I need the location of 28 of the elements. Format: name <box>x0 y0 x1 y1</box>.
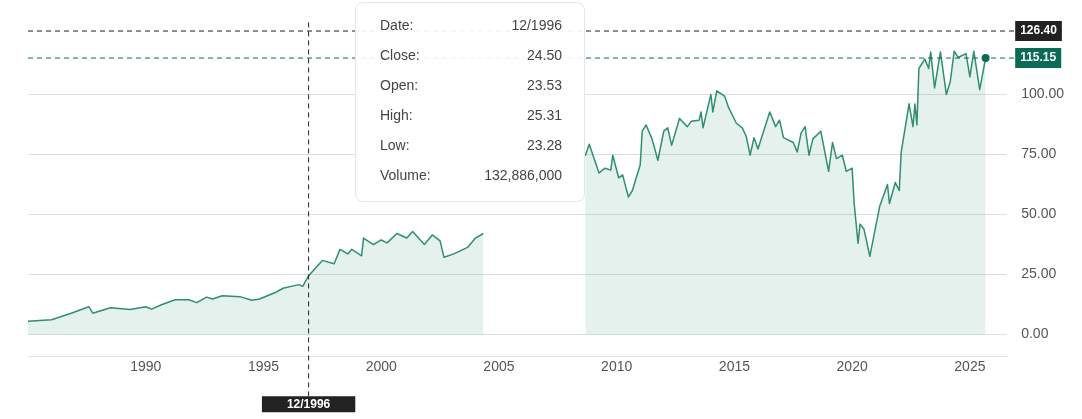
annotation: 12/1996 <box>510 17 562 33</box>
y-tick-label: 50.00 <box>1021 205 1057 222</box>
x-tick-label: 2000 <box>365 358 397 375</box>
x-tick-label: 2020 <box>836 358 868 375</box>
x-tick-label: 1990 <box>130 358 162 375</box>
y-tick-label: 75.00 <box>1021 145 1057 162</box>
x-tick-label: 2015 <box>718 358 751 375</box>
ref-line-label: 126.40 <box>1020 23 1058 38</box>
ref-line-label: 115.15 <box>1020 50 1057 65</box>
annotation: Date: <box>380 17 415 33</box>
annotation: Low: <box>380 137 411 153</box>
ref-line-label: 12/1996 <box>286 396 331 411</box>
y-tick-label: 25.00 <box>1021 265 1057 282</box>
annotation: Close: <box>380 47 421 63</box>
annotation: 23.53 <box>525 77 562 93</box>
x-tick-label: 1995 <box>247 358 280 375</box>
annotation: Volume: <box>380 167 431 183</box>
annotation: 24.50 <box>525 47 562 63</box>
annotation: High: <box>380 107 414 123</box>
annotation: 23.28 <box>525 137 562 153</box>
x-tick-label: 2010 <box>601 358 633 375</box>
y-tick-label: 100.00 <box>1021 85 1065 102</box>
x-tick-label: 2005 <box>483 358 515 375</box>
annotation: 132,886,000 <box>483 167 562 183</box>
annotation: Open: <box>380 77 420 93</box>
x-tick-label: 2025 <box>954 358 986 375</box>
annotation: 25.31 <box>525 107 562 123</box>
y-tick-label: 0.00 <box>1021 325 1049 342</box>
